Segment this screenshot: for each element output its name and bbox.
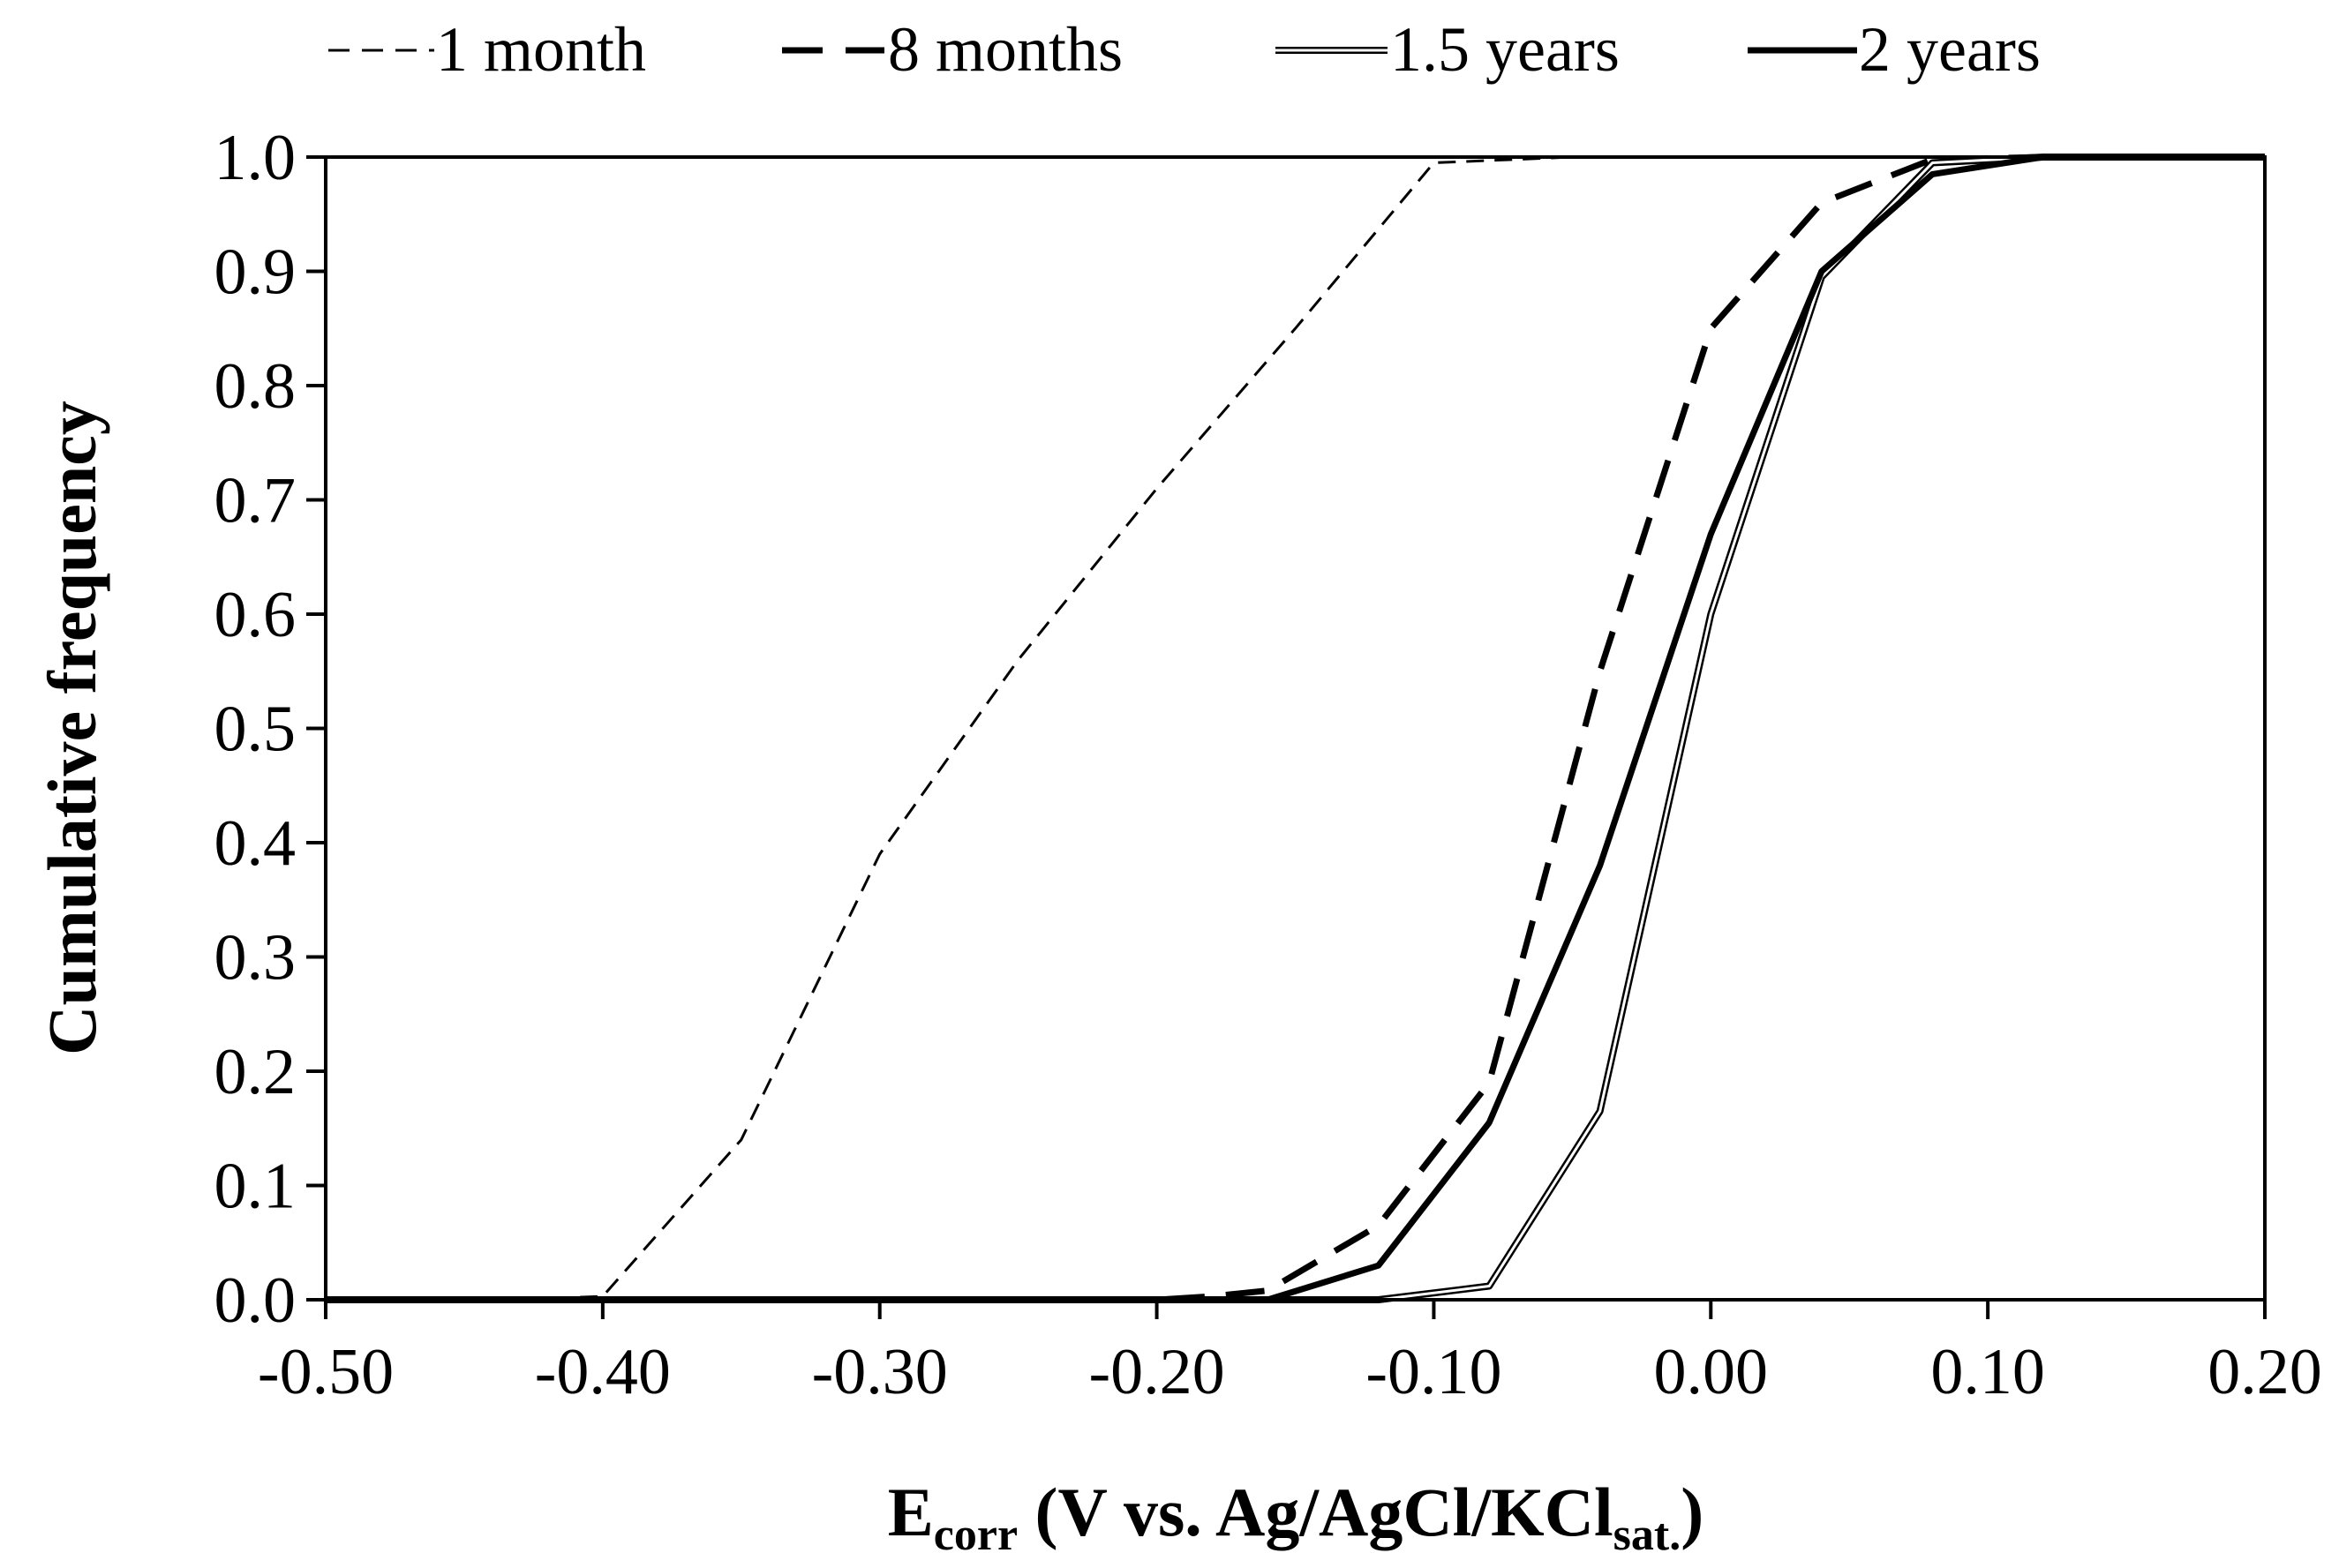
x-tick-label: -0.30 xyxy=(812,1336,948,1408)
series-line-2-years xyxy=(326,154,2265,1303)
x-tick-label: -0.10 xyxy=(1365,1336,1501,1408)
x-axis-title: Ecorr (V vs. Ag/AgCl/KClsat.) xyxy=(888,1474,1703,1560)
x-tick-label: -0.50 xyxy=(258,1336,394,1408)
legend-item-1-month: 1 month xyxy=(328,14,646,85)
x-axis-title-rest: (V vs. Ag/AgCl/KCl xyxy=(1018,1474,1613,1550)
y-tick-label: 0.3 xyxy=(214,922,297,994)
y-tick-label: 0.6 xyxy=(214,579,297,651)
legend-label: 1.5 years xyxy=(1390,14,1620,85)
y-tick-label: 0.2 xyxy=(214,1036,297,1108)
legend-item-2-years: 2 years xyxy=(1748,14,2041,85)
x-tick-label: 0.10 xyxy=(1930,1336,2045,1408)
x-tick-label: 0.00 xyxy=(1654,1336,1769,1408)
legend-item-1-5-years: 1.5 years xyxy=(1275,14,1620,85)
legend-label: 2 years xyxy=(1859,14,2041,85)
x-tick-label: -0.40 xyxy=(535,1336,671,1408)
x-axis-title-main: E xyxy=(888,1474,934,1550)
legend-item-8-months: 8 months xyxy=(782,14,1123,85)
y-tick-label: 0.5 xyxy=(214,694,297,766)
axis-ticks xyxy=(306,155,2267,1319)
y-tick-label: 1.0 xyxy=(214,122,297,194)
y-tick-label: 0.9 xyxy=(214,236,297,309)
y-tick-label: 0.1 xyxy=(214,1151,297,1223)
axis-tick-labels: -0.50 -0.40 -0.30 -0.20 -0.10 0.00 0.10 0.20 0.0… xyxy=(214,122,2322,1408)
x-tick-label: 0.20 xyxy=(2207,1336,2322,1408)
legend-label: 8 months xyxy=(888,14,1123,85)
series-line-1-5-years xyxy=(326,154,2265,1303)
x-axis-title-sub2: sat. xyxy=(1613,1510,1681,1560)
series-line-1-month xyxy=(326,155,1573,1302)
x-axis-title-sub: corr xyxy=(934,1510,1018,1560)
y-tick-label: 0.7 xyxy=(214,465,297,537)
legend: 1 month 8 months 1.5 years 2 years xyxy=(328,14,2041,85)
series-lines xyxy=(326,154,2265,1303)
y-tick-label: 0.4 xyxy=(214,807,297,880)
y-axis-title: Cumulative frequency xyxy=(34,401,110,1055)
x-axis-title-close: ) xyxy=(1681,1474,1703,1550)
y-tick-label: 0.0 xyxy=(214,1264,297,1337)
y-tick-label: 0.8 xyxy=(214,350,297,423)
legend-label: 1 month xyxy=(436,14,646,85)
x-tick-label: -0.20 xyxy=(1088,1336,1224,1408)
